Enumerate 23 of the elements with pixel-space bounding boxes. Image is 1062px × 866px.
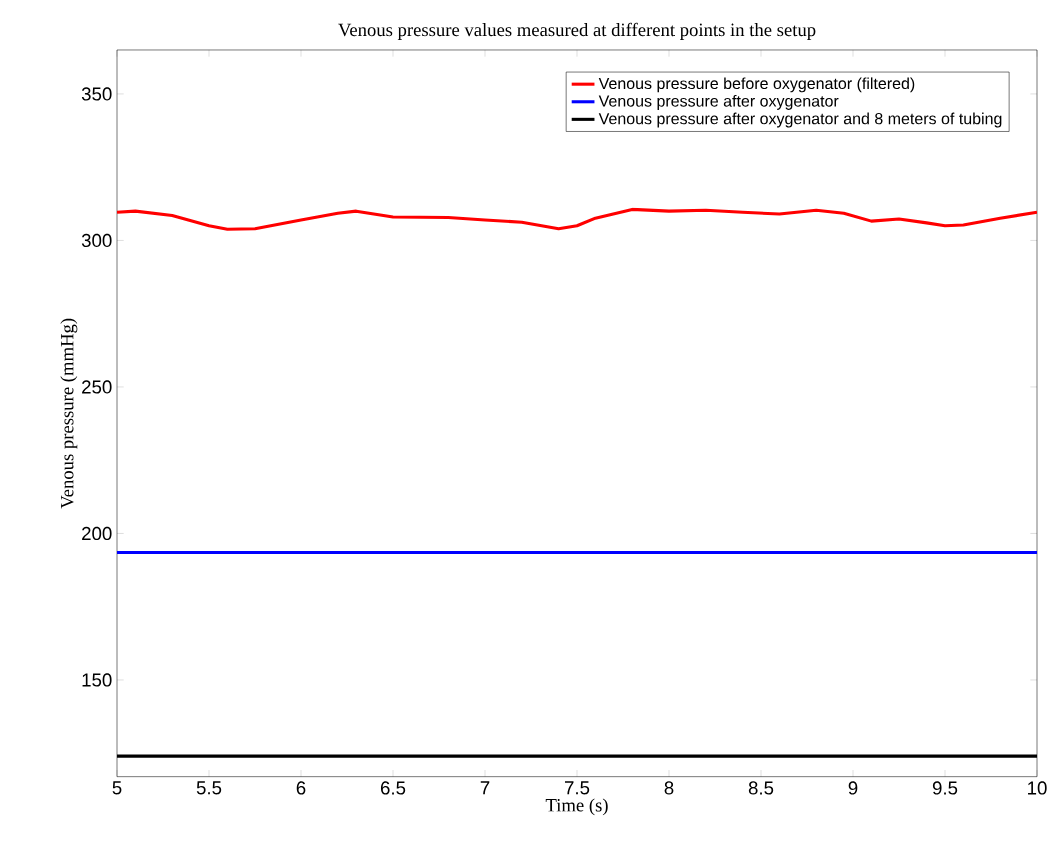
- x-tick-label: 10: [1028, 781, 1047, 795]
- x-tick-label: 9: [848, 781, 858, 795]
- y-tick-label: 300: [81, 233, 112, 248]
- legend-label: Venous pressure after oxygenator and 8 meters of tubing: [598, 112, 1002, 128]
- x-axis-title: Time (s): [545, 798, 608, 816]
- legend-label: Venous pressure after oxygenator: [598, 95, 839, 111]
- line-series: [117, 208, 1037, 232]
- x-tick-label: 6.5: [380, 781, 406, 795]
- y-tick-label: 150: [82, 673, 112, 687]
- x-tick-label: 7.5: [564, 781, 590, 795]
- y-tick-label: 250: [82, 380, 112, 394]
- x-tick-label: 5.5: [196, 781, 222, 795]
- y-tick-label: 200: [82, 527, 112, 541]
- y-tick-label: 350: [81, 87, 112, 101]
- x-tick-label: 8: [664, 781, 674, 795]
- x-tick-label: 7: [480, 781, 490, 795]
- legend-label: Venous pressure before oxygenator (filtered): [598, 77, 915, 93]
- x-tick-label: 6: [296, 781, 306, 795]
- x-tick-label: 9.5: [932, 781, 958, 795]
- chart-title: Venous pressure values measured at different points in the setup: [338, 22, 816, 41]
- y-axis-title: Venous pressure (mmHg): [60, 318, 78, 509]
- x-tick-label: 8.5: [748, 781, 774, 795]
- x-tick-label: 5: [112, 781, 122, 795]
